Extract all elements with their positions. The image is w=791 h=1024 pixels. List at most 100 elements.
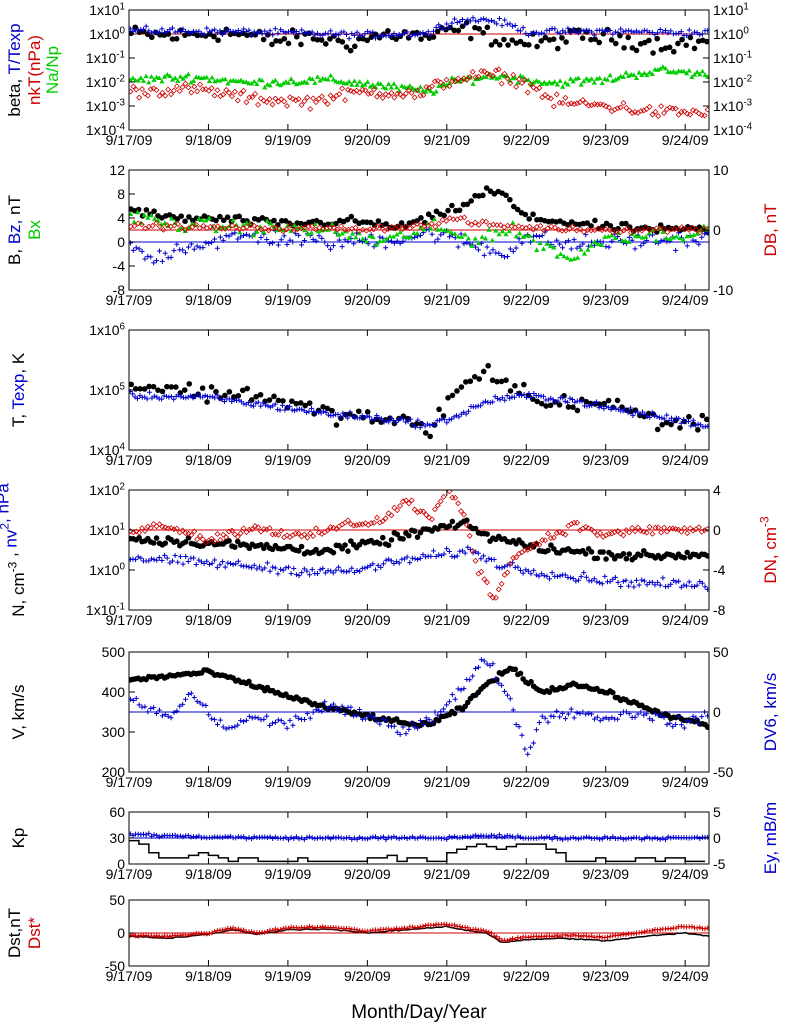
data-point-p2-1-65 xyxy=(316,233,322,239)
data-point-p2-2-160 xyxy=(673,233,680,239)
data-point-p2-2-14 xyxy=(175,227,182,232)
data-point-p4-1-167 xyxy=(568,575,574,581)
data-point-p2-1-9 xyxy=(154,258,160,264)
series-p1-3 xyxy=(129,66,709,120)
data-point-p5-1-111 xyxy=(449,692,455,698)
data-point-p2-3-115 xyxy=(544,225,551,232)
data-point-p5-1-9 xyxy=(154,710,160,716)
data-point-p1-3-75 xyxy=(344,86,351,93)
data-point-p2-3-134 xyxy=(613,228,620,235)
data-point-p5-1-97 xyxy=(409,720,415,726)
y-tick-label-p7-2: 50 xyxy=(109,892,125,908)
data-point-p1-0-99 xyxy=(538,38,545,44)
data-point-p1-3-146 xyxy=(550,103,557,110)
data-point-p6-0-69 xyxy=(309,835,315,841)
data-point-p3-1-215 xyxy=(647,414,653,420)
data-point-p4-0-191 xyxy=(681,554,688,561)
data-point-p5-1-123 xyxy=(484,661,490,667)
data-point-p2-3-84 xyxy=(432,223,439,230)
data-point-p5-1-12 xyxy=(162,712,168,718)
data-point-p1-2-167 xyxy=(567,76,574,81)
data-point-p1-2-36 xyxy=(222,76,228,82)
data-point-p6-0-197 xyxy=(647,835,653,841)
data-point-p5-0-128 xyxy=(464,699,471,706)
data-point-p5-1-190 xyxy=(678,722,684,728)
data-point-p2-3-8 xyxy=(156,223,163,230)
data-point-p1-3-157 xyxy=(582,100,589,106)
data-point-p4-1-94 xyxy=(375,562,381,568)
data-point-p4-1-132 xyxy=(475,550,481,556)
data-point-p5-1-60 xyxy=(301,716,307,722)
data-point-p3-1-64 xyxy=(282,407,288,413)
data-point-p5-1-98 xyxy=(412,724,418,730)
data-point-p1-0-1 xyxy=(132,24,139,31)
data-point-p1-3-141 xyxy=(536,85,543,91)
data-point-p4-2-48 xyxy=(266,525,273,532)
data-point-p1-0-53 xyxy=(347,47,354,54)
data-point-p5-1-7 xyxy=(148,705,154,711)
data-point-p1-1-196 xyxy=(644,28,650,34)
data-point-p1-1-21 xyxy=(183,28,189,34)
data-point-p4-1-18 xyxy=(175,559,181,565)
data-point-p2-2-99 xyxy=(465,235,472,241)
data-point-p2-1-69 xyxy=(328,246,334,252)
data-point-p1-1-148 xyxy=(518,28,523,34)
data-point-p1-2-20 xyxy=(180,76,186,81)
dststar-point-39 xyxy=(230,925,236,931)
data-point-p6-0-161 xyxy=(552,834,558,840)
data-point-p2-2-74 xyxy=(380,238,386,244)
data-point-p2-0-6 xyxy=(151,208,157,214)
data-point-p1-1-169 xyxy=(573,29,579,35)
data-point-p2-2-21 xyxy=(199,217,205,222)
data-point-p4-2-54 xyxy=(284,532,291,539)
data-point-p4-0-59 xyxy=(298,543,305,550)
data-point-p4-0-98 xyxy=(411,528,418,534)
series-p1-1 xyxy=(129,15,709,42)
data-point-p1-3-129 xyxy=(501,70,508,77)
data-point-p2-3-142 xyxy=(642,225,649,231)
data-point-p2-2-78 xyxy=(394,231,400,237)
data-point-p1-0-130 xyxy=(666,44,673,51)
dststar-point-12 xyxy=(159,934,165,940)
data-point-p6-0-109 xyxy=(415,835,421,841)
data-point-p2-1-19 xyxy=(183,250,189,256)
data-point-p3-1-164 xyxy=(524,394,530,400)
data-point-p2-2-70 xyxy=(366,233,373,239)
data-point-p1-3-198 xyxy=(701,112,708,119)
data-point-p1-3-23 xyxy=(194,88,201,95)
data-point-p1-2-80 xyxy=(338,79,344,84)
data-point-p4-2-176 xyxy=(637,527,644,534)
data-point-p2-1-55 xyxy=(287,237,293,243)
data-point-p2-0-22 xyxy=(213,217,219,224)
data-point-p4-1-87 xyxy=(357,568,363,574)
y-tick-label-p6-0: 0 xyxy=(117,856,125,872)
x-tick-label-p6-4: 9/21/09 xyxy=(423,866,470,882)
data-point-p1-1-172 xyxy=(581,28,587,34)
data-point-p1-2-135 xyxy=(483,74,489,79)
data-point-p2-3-98 xyxy=(483,218,490,225)
data-point-p1-3-42 xyxy=(249,94,256,101)
data-point-p4-1-114 xyxy=(428,553,434,559)
data-point-p2-2-157 xyxy=(663,235,669,240)
data-point-p4-1-29 xyxy=(204,558,210,564)
data-point-p5-0-45 xyxy=(246,678,252,685)
data-point-p1-1-106 xyxy=(407,33,413,39)
data-point-p4-1-31 xyxy=(209,560,215,566)
data-point-p5-1-64 xyxy=(313,707,319,713)
data-point-p4-1-214 xyxy=(692,584,697,590)
data-point-p1-2-9 xyxy=(151,77,157,82)
data-point-p1-1-185 xyxy=(615,30,621,36)
data-point-p1-2-112 xyxy=(422,89,429,94)
data-point-p1-2-85 xyxy=(351,78,358,84)
data-point-p1-1-202 xyxy=(660,29,666,35)
data-point-p2-0-25 xyxy=(224,214,231,220)
data-point-p1-3-70 xyxy=(330,95,337,102)
data-point-p2-1-152 xyxy=(568,246,574,252)
dststar-point-54 xyxy=(270,927,276,933)
x-axis-label: Month/Day/Year xyxy=(351,1002,487,1023)
data-point-p1-2-115 xyxy=(430,91,437,96)
data-point-p1-2-29 xyxy=(204,74,210,80)
data-point-p3-1-217 xyxy=(652,413,658,419)
data-point-p1-3-95 xyxy=(402,90,409,97)
y2-tick-label-p1-0: 1x10-4 xyxy=(713,121,753,138)
